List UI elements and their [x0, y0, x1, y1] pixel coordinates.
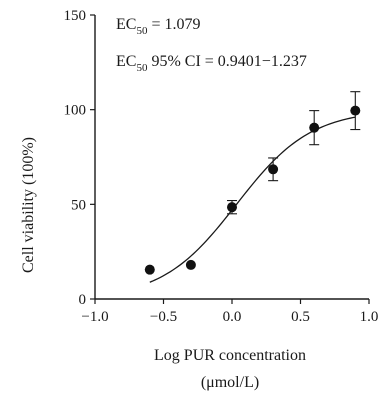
ec50-annotation: EC50 = 1.079: [116, 16, 200, 37]
y-tick-label: 50: [71, 197, 86, 213]
data-point: [268, 164, 279, 175]
x-axis-label: Log PUR concentration: [154, 347, 306, 364]
data-point: [350, 105, 361, 116]
x-axis-unit-label: (μmol/L): [201, 374, 259, 391]
data-points: [144, 105, 361, 275]
x-tick-label: 1.0: [360, 309, 379, 325]
ticks: −1.0 −0.5 0.0 0.5 1.0 0 50 100 150: [64, 8, 379, 325]
x-tick-label: −0.5: [150, 309, 177, 325]
data-point: [309, 122, 320, 133]
x-tick-label: −1.0: [81, 309, 108, 325]
fit-curve: [149, 116, 356, 283]
ec50-ci-annotation: EC50 95% CI = 0.9401−1.237: [116, 53, 307, 74]
error-bars: [227, 91, 361, 215]
y-axis-label: Cell viability (100%): [20, 137, 37, 273]
y-tick-label: 100: [64, 103, 87, 119]
y-tick-label: 150: [64, 8, 87, 24]
data-point: [144, 264, 155, 275]
data-point: [185, 259, 196, 270]
data-point: [227, 202, 237, 213]
y-tick-label: 0: [79, 292, 87, 308]
x-tick-label: 0.0: [223, 309, 242, 325]
x-tick-label: 0.5: [291, 309, 310, 325]
fit-curve-group: [149, 116, 356, 283]
